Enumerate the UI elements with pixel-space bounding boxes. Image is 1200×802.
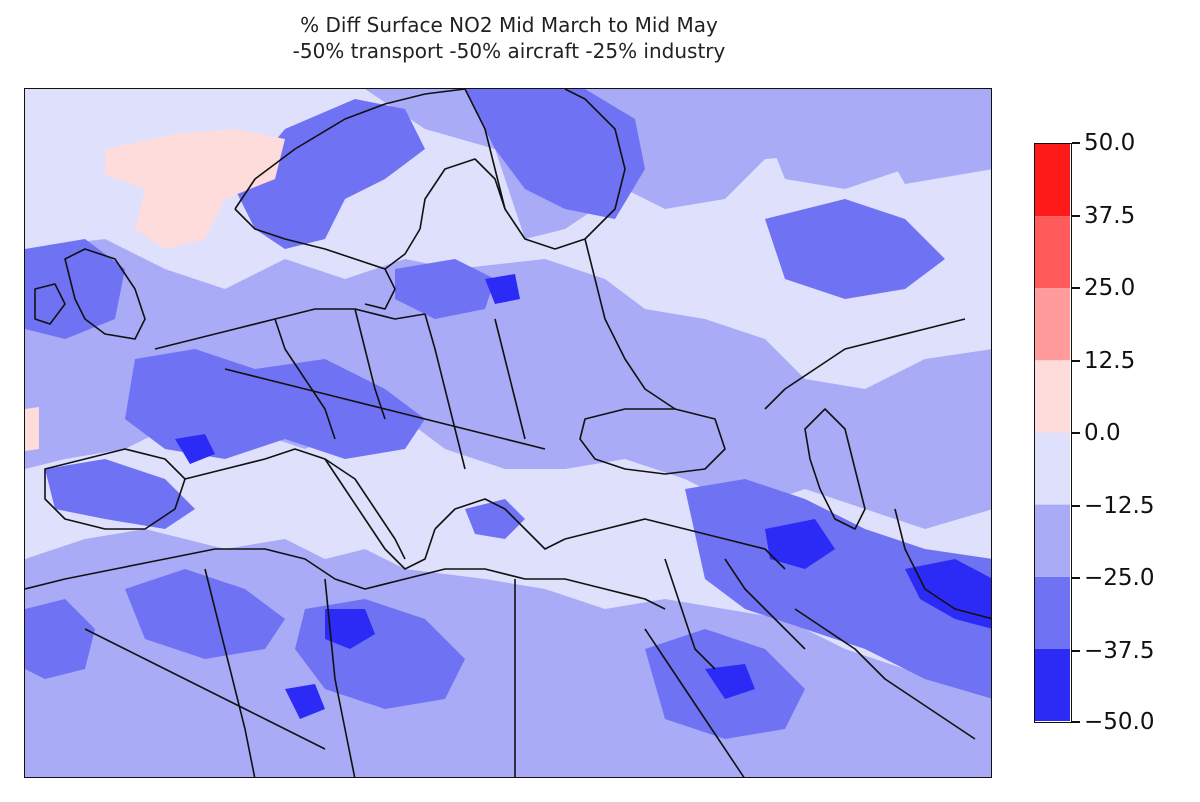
- tick-mark: [1072, 142, 1080, 144]
- colorbar-band-neg50-to-neg37.5: [1035, 648, 1070, 721]
- title-line-2: -50% transport -50% aircraft -25% indust…: [292, 39, 726, 63]
- colorbar-band-neg37.5-to-neg25: [1035, 576, 1070, 649]
- tick-label: 50.0: [1084, 130, 1136, 156]
- colorbar-band-12.5-to-25: [1035, 288, 1070, 361]
- tick-label: 12.5: [1084, 347, 1136, 374]
- tick-mark: [1072, 504, 1080, 507]
- tick-mark: [1072, 432, 1080, 434]
- tick-label: −12.5: [1084, 492, 1155, 519]
- tick-label: 0.0: [1084, 420, 1121, 446]
- tick-label: −50.0: [1084, 709, 1155, 735]
- tick-mark: [1072, 649, 1080, 652]
- no2-difference-map: [24, 88, 992, 778]
- band-strong-decrease: [175, 274, 991, 719]
- colorbar-band-0-to-12.5: [1035, 360, 1070, 433]
- colorbar-band-37.5-to-50: [1035, 144, 1070, 217]
- tick-label: 25.0: [1084, 275, 1136, 301]
- colorbar-bands: [1035, 144, 1070, 721]
- map-title: % Diff Surface NO2 Mid March to Mid May …: [24, 12, 994, 64]
- colorbar-band-25-to-37.5: [1035, 216, 1070, 289]
- colorbar-band-neg12.5-to-0: [1035, 432, 1070, 505]
- tick-mark: [1072, 287, 1080, 289]
- colorbar: [1034, 143, 1072, 723]
- colorbar-band-neg25-to-neg12.5: [1035, 504, 1070, 577]
- tick-label: −25.0: [1084, 565, 1155, 591]
- tick-label: −37.5: [1084, 637, 1155, 664]
- band-moderate-decrease: [25, 89, 991, 739]
- title-line-1: % Diff Surface NO2 Mid March to Mid May: [300, 13, 718, 37]
- tick-label: 37.5: [1084, 202, 1136, 229]
- tick-mark: [1072, 577, 1080, 579]
- map-canvas: [25, 89, 991, 777]
- tick-mark: [1072, 214, 1080, 217]
- band-slight-increase: [25, 129, 285, 451]
- tick-mark: [1072, 721, 1080, 723]
- coastlines-and-borders: [25, 89, 991, 777]
- tick-mark: [1072, 359, 1080, 362]
